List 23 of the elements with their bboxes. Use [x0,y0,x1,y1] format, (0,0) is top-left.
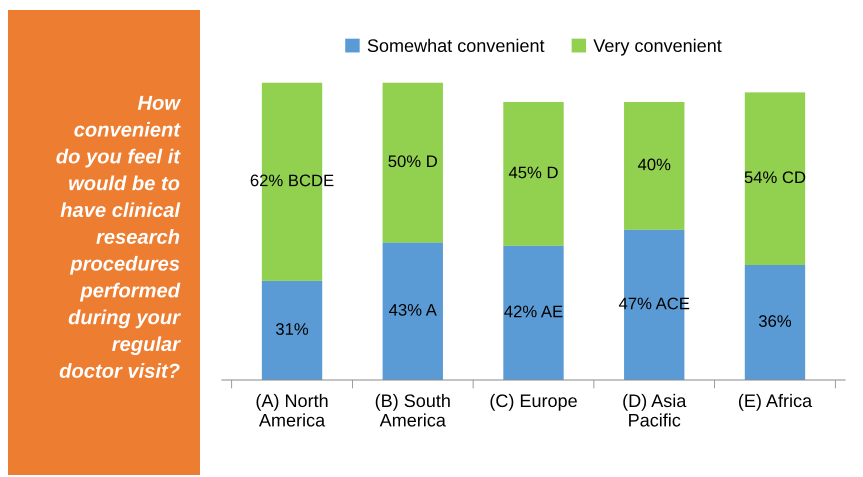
chart-title: How convenient do you feel it would be to have clinical research procedures performed during your regular doctor visit? [56,96,182,378]
bar [624,102,684,230]
data-label: 36% [758,315,792,327]
data-label: 50% D [388,155,437,168]
bar [262,280,322,380]
data-label: 42% AE [504,306,562,318]
data-label: 43% A [389,304,437,316]
bar [382,82,443,243]
legend-label: Somewhat convenient [368,38,544,52]
bar [503,102,564,246]
x-tick-label: (E) Africa [738,394,812,411]
data-label: 31% [276,323,308,335]
legend-label: Very convenient [593,38,722,56]
x-tick-label: (C) Europe [490,394,577,411]
bar [744,264,806,380]
bar [503,246,564,380]
data-label: 45% D [508,166,558,178]
x-tick-label: (A) North America [256,394,328,427]
x-tick-label: (D) Asia Pacific [623,394,686,427]
x-tick-label: (B) South America [376,394,450,427]
data-label: 40% [638,158,670,170]
bar [744,92,806,265]
bar [382,242,443,380]
